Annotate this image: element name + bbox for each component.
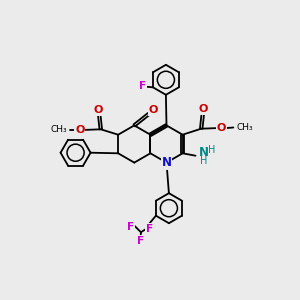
Text: O: O	[148, 105, 158, 116]
Text: H: H	[208, 145, 215, 155]
Text: N: N	[199, 146, 208, 159]
Text: O: O	[217, 122, 226, 133]
Text: CH₃: CH₃	[51, 125, 67, 134]
Text: F: F	[127, 222, 134, 232]
Text: H: H	[200, 156, 207, 166]
Text: O: O	[198, 104, 207, 114]
Text: N: N	[161, 156, 172, 169]
Text: F: F	[139, 81, 146, 91]
Text: O: O	[93, 105, 103, 115]
Text: F: F	[146, 224, 153, 234]
Text: CH₃: CH₃	[236, 123, 253, 132]
Text: F: F	[137, 236, 144, 246]
Text: O: O	[75, 125, 85, 135]
